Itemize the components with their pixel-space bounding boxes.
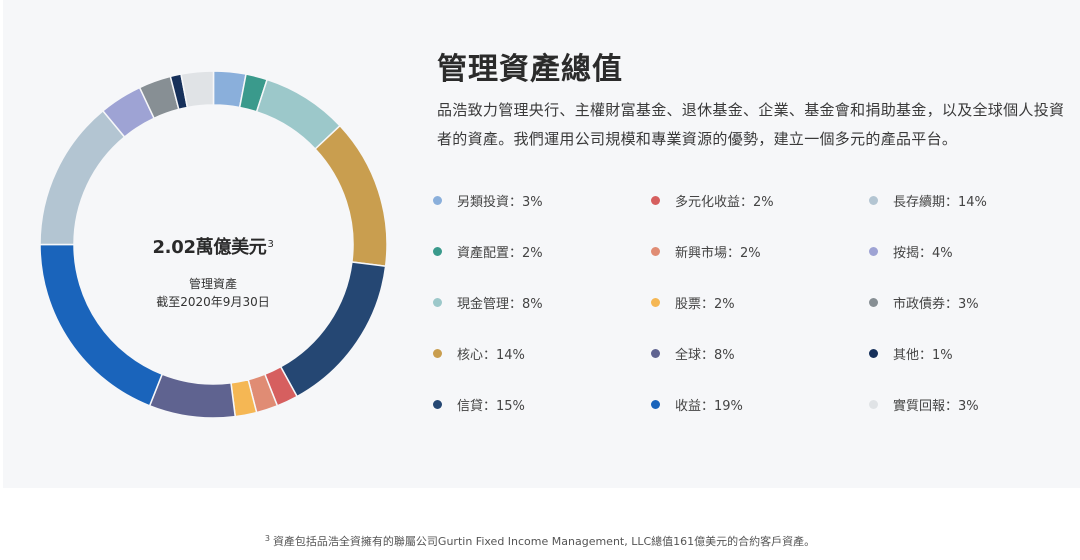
legend-dot-icon (869, 399, 878, 409)
donut-segment-4[interactable] (314, 124, 388, 268)
legend-item: 其他：1% (869, 341, 953, 365)
legend-label: 市政債券：3% (893, 296, 979, 312)
footnote-text: 資產包括品浩全資擁有的聯屬公司Gurtin Fixed Income Manag… (272, 535, 816, 548)
legend-dot-icon (869, 195, 878, 205)
legend-label: 股票：2% (675, 296, 735, 312)
donut-segment-11[interactable] (39, 109, 126, 246)
legend-label: 核心：14% (457, 347, 525, 363)
legend-dot-icon (651, 348, 660, 358)
legend-label: 長存續期：14% (893, 194, 987, 210)
legend-label: 收益：19% (675, 398, 743, 414)
donut-chart: 2.02萬億美元3 管理資產 截至2020年9月30日 (3, 0, 424, 488)
legend-label: 實質回報：3% (893, 398, 979, 414)
legend-label: 現金管理：8% (457, 296, 543, 312)
footnote-marker: 3 (267, 239, 274, 250)
description: 品浩致力管理央行、主權財富基金、退休基金、企業、基金會和捐助基金，以及全球個人投… (437, 101, 1065, 148)
legend-dot-icon (433, 297, 442, 307)
legend-item: 多元化收益：2% (651, 188, 774, 212)
aum-total-value: 2.02萬億美元3 (152, 237, 274, 258)
legend-dot-icon (433, 195, 442, 205)
donut-segment-15[interactable] (180, 70, 215, 109)
legend-dot-icon (869, 348, 878, 358)
legend-item: 市政債券：3% (869, 290, 979, 314)
legend-item: 長存續期：14% (869, 188, 987, 212)
legend-dot-icon (433, 399, 442, 409)
legend-dot-icon (651, 399, 660, 409)
legend-item: 資產配置：2% (433, 239, 543, 263)
legend-dot-icon (869, 297, 878, 307)
legend-label: 信貸：15% (457, 398, 525, 414)
legend-item: 信貸：15% (433, 392, 525, 416)
legend-dot-icon (651, 297, 660, 307)
donut-segment-9[interactable] (148, 373, 237, 419)
legend-label: 其他：1% (893, 347, 953, 363)
legend-label: 資產配置：2% (457, 245, 543, 261)
legend-dot-icon (651, 195, 660, 205)
legend-dot-icon (433, 348, 442, 358)
legend-label: 按揭：4% (893, 245, 953, 261)
legend-item: 股票：2% (651, 290, 735, 314)
donut-segment-10[interactable] (39, 243, 164, 407)
footnote-marker: 3 (264, 534, 270, 543)
legend-dot-icon (651, 246, 660, 256)
legend-item: 按揭：4% (869, 239, 953, 263)
legend-dot-icon (869, 246, 878, 256)
footnote: 3 資產包括品浩全資擁有的聯屬公司Gurtin Fixed Income Mana… (0, 533, 1080, 549)
legend-label: 多元化收益：2% (675, 194, 774, 210)
legend-item: 核心：14% (433, 341, 525, 365)
legend-item: 收益：19% (651, 392, 743, 416)
page-title: 管理資產總值 (437, 52, 623, 87)
aum-date: 截至2020年9月30日 (156, 295, 270, 309)
donut-svg (39, 70, 388, 419)
legend-item: 全球：8% (651, 341, 735, 365)
legend-item: 另類投資：3% (433, 188, 543, 212)
legend-dot-icon (433, 246, 442, 256)
legend-label: 新興市場：2% (675, 245, 761, 261)
legend-item: 新興市場：2% (651, 239, 761, 263)
chart-legend: 另類投資：3% 資產配置：2% 現金管理：8% 核心：14% 信貸：15% 多元化收益：2… (433, 188, 1073, 418)
legend-label: 另類投資：3% (457, 194, 543, 210)
content-panel: 2.02萬億美元3 管理資產 截至2020年9月30日 管理資產總值 品浩致力管… (3, 0, 1080, 488)
legend-item: 現金管理：8% (433, 290, 543, 314)
legend-item: 實質回報：3% (869, 392, 979, 416)
aum-label: 管理資產 (188, 277, 237, 291)
legend-label: 全球：8% (675, 347, 735, 363)
